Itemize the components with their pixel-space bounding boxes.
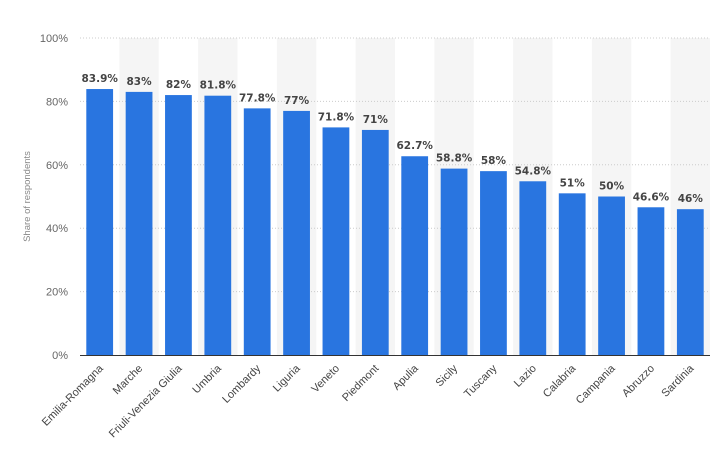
y-tick-labels: 0% 20% 40% 60% 80% 100%: [40, 33, 68, 362]
data-label: 46.6%: [633, 191, 670, 203]
y-tick-label: 100%: [40, 33, 68, 45]
x-tick-label: Marche: [111, 363, 145, 397]
x-tick-label: Friuli-Venezia Giulia: [107, 362, 185, 440]
bar[interactable]: [165, 95, 192, 355]
bar[interactable]: [558, 193, 586, 355]
data-label: 58%: [481, 155, 507, 167]
bar[interactable]: [676, 209, 704, 355]
bar[interactable]: [86, 89, 114, 356]
x-tick-label: Piedmont: [340, 363, 381, 404]
data-label: 77.8%: [239, 92, 276, 104]
y-tick-label: 40%: [46, 223, 68, 235]
bar[interactable]: [480, 171, 507, 355]
data-label: 58.8%: [436, 153, 473, 165]
x-tick-label: Sicily: [434, 362, 461, 389]
bar[interactable]: [440, 168, 468, 355]
data-label: 71%: [363, 114, 389, 126]
x-tick-label: Calabria: [541, 362, 579, 400]
y-tick-label: 20%: [46, 287, 68, 299]
x-tick-label: Umbria: [190, 362, 224, 396]
bar[interactable]: [598, 196, 625, 356]
data-label: 50%: [599, 181, 625, 193]
data-label: 62.7%: [396, 140, 433, 152]
bar[interactable]: [243, 108, 271, 356]
data-label: 51%: [560, 177, 586, 189]
data-label: 54.8%: [515, 165, 552, 177]
data-label: 82%: [166, 79, 192, 91]
x-tick-label: Lazio: [512, 363, 539, 390]
x-tick-label: Veneto: [309, 363, 342, 396]
bar[interactable]: [125, 91, 153, 355]
y-axis-title: Share of respondents: [22, 151, 33, 242]
data-label: 83.9%: [81, 73, 118, 85]
x-tick-label: Tuscany: [462, 362, 500, 400]
value-labels: 83.9% 83% 82% 81.8%77.8% 77% 71.8% 71% 62.7%58.…: [81, 73, 703, 205]
y-tick-label: 0%: [52, 350, 68, 362]
y-tick-label: 60%: [46, 160, 68, 172]
x-tick-label: Campania: [574, 362, 619, 407]
data-label: 81.8%: [200, 80, 237, 92]
bar[interactable]: [204, 95, 232, 355]
x-tick-label: Abruzzo: [620, 363, 657, 400]
bars: [86, 89, 704, 356]
data-label: 71.8%: [318, 111, 355, 123]
x-tick-label: Apulia: [391, 362, 422, 393]
x-tick-label: Emilia-Romagna: [40, 362, 107, 429]
bar[interactable]: [322, 127, 350, 355]
bar[interactable]: [361, 129, 389, 355]
data-label: 83%: [126, 76, 152, 88]
bar[interactable]: [401, 156, 429, 355]
y-tick-label: 80%: [46, 96, 68, 108]
data-label: 77%: [284, 95, 310, 107]
x-tick-label: Liguria: [271, 362, 303, 394]
bar[interactable]: [283, 110, 310, 355]
data-label: 46%: [678, 193, 704, 205]
x-tick-label: Sardinia: [659, 362, 697, 400]
bar[interactable]: [519, 181, 547, 355]
x-tick-label: Lombardy: [220, 362, 263, 405]
bar[interactable]: [637, 207, 665, 355]
